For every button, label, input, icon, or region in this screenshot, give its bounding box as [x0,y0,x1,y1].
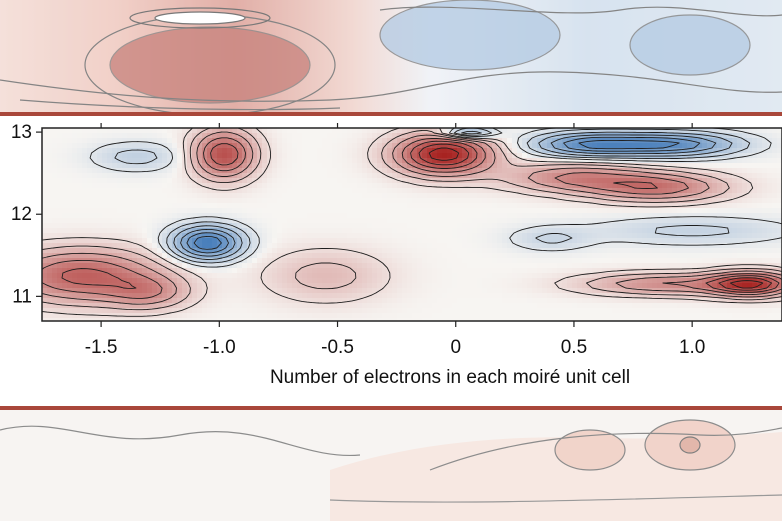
x-tick-label: 0.5 [561,337,587,358]
heatmap-cells [42,128,782,321]
bottom-divider [0,406,782,410]
x-tick-label: -1.0 [203,337,236,358]
top-background-band [0,0,782,113]
contour-line [42,137,782,299]
contour-line [114,128,751,264]
plot-area [42,128,782,321]
y-tick-label: 11 [12,286,32,307]
contour-lines [42,128,782,317]
x-axis: -1.5 -1.0 -0.5 0 0.5 1.0 [85,123,705,358]
contour-line [193,139,680,250]
plot-frame [41,127,782,322]
bottom-background-band [0,410,782,521]
top-divider [0,112,782,116]
contour-line [186,136,701,254]
x-tick-label: -1.5 [85,337,118,358]
top-band-contours [0,0,782,113]
x-tick-label: 0 [450,337,461,358]
x-tick-label: 1.0 [679,337,705,358]
y-tick-label: 12 [11,204,32,225]
y-axis: 11 12 13 [11,122,42,307]
contour-line [61,140,780,293]
contour-line [89,128,782,268]
bottom-band-contours [0,410,782,521]
contour-line [42,131,782,305]
contour-line [173,130,733,260]
contour-line [42,128,782,311]
contour-line [418,143,773,291]
contour-line [180,134,717,257]
x-axis-label: Number of electrons in each moiré unit c… [270,367,630,388]
charge-density-heatmap: -1.5 -1.0 -0.5 0 0.5 1.0 11 12 13 Number of ele… [0,116,782,406]
contour-line [42,128,782,317]
x-tick-label: -0.5 [321,337,354,358]
contour-line [428,147,764,289]
y-tick-label: 13 [11,122,32,143]
